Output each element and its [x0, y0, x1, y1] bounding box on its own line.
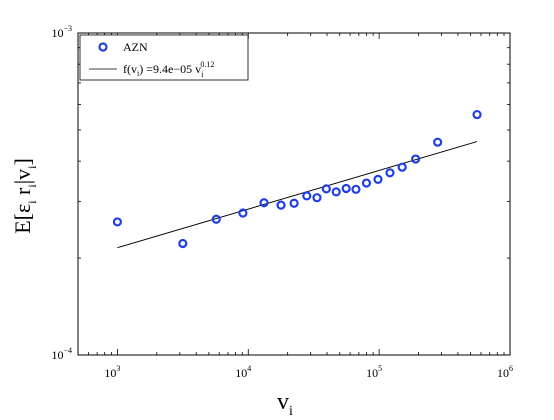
data-point — [397, 162, 407, 172]
fit-line-series — [117, 141, 478, 249]
data-point — [331, 187, 341, 197]
x-tick-label: 103 — [104, 364, 120, 380]
legend-label-fit: f(vi) =9.4e−05 vi0.12 — [123, 60, 214, 79]
data-point — [472, 109, 482, 120]
y-axis-label: E[εi ri|vi] — [10, 158, 39, 234]
data-point — [351, 184, 361, 194]
data-point — [411, 154, 421, 164]
data-point — [321, 184, 331, 194]
fit-line — [117, 141, 478, 249]
data-point — [211, 214, 221, 224]
x-tick-label: 105 — [366, 364, 382, 380]
x-tick-label: 104 — [235, 364, 251, 380]
data-point — [302, 191, 312, 201]
legend-label-azn: AZN — [123, 40, 148, 54]
data-point — [178, 238, 188, 249]
legend-marker-icon — [98, 42, 108, 52]
data-point — [373, 174, 383, 185]
data-point — [433, 137, 443, 147]
marker-series — [112, 109, 482, 249]
y-tick-label: 10−4 — [51, 346, 72, 362]
legend-box — [79, 34, 249, 81]
plot-background — [78, 33, 510, 355]
x-tick-label: 106 — [497, 364, 513, 380]
legend: AZN f(vi) =9.4e−05 vi0.12 — [79, 34, 249, 81]
data-point — [289, 198, 299, 208]
data-point — [259, 198, 269, 208]
data-point — [312, 193, 322, 203]
data-point — [385, 168, 395, 178]
x-axis-label: vi — [277, 389, 293, 419]
data-point — [238, 208, 248, 218]
data-point — [112, 217, 122, 227]
tick-labels: 103 104 105 106 10−4 10−3 — [51, 24, 513, 380]
data-point — [361, 178, 372, 188]
y-tick-label: 10−3 — [51, 24, 72, 40]
data-point — [341, 183, 351, 194]
plot-frame — [77, 32, 511, 356]
data-point — [276, 200, 286, 210]
